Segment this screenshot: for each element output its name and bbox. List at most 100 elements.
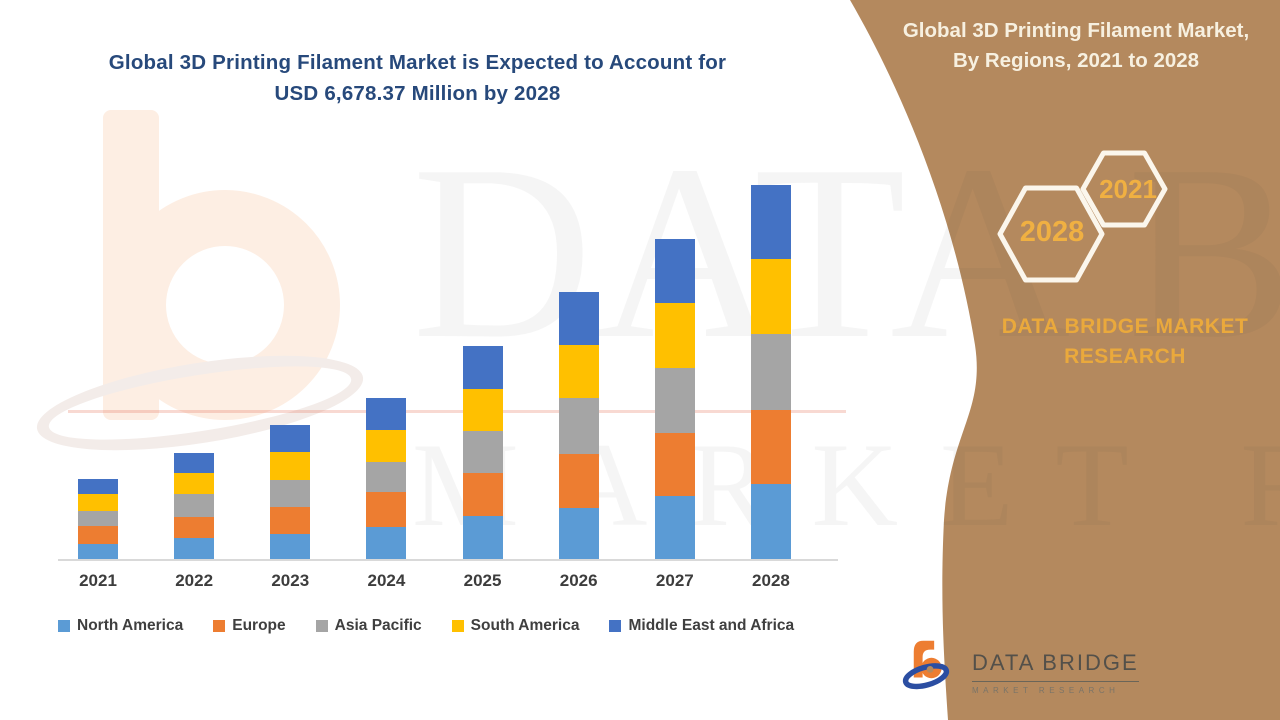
legend-item-europe: Europe: [213, 617, 286, 635]
bar-segment-middle-east-and-africa-2026: [558, 292, 599, 346]
hexagon-2021: [1080, 150, 1168, 228]
watermark-data-bridge: DATA BRIDGE: [412, 114, 1280, 391]
logo-watermark: [30, 95, 390, 469]
footer-logo-name: DATA BRIDGE: [972, 650, 1139, 682]
bar-2024: [366, 398, 407, 559]
legend-label: Asia Pacific: [334, 617, 422, 634]
bar-segment-middle-east-and-africa-2025: [462, 345, 503, 389]
bar-segment-asia-pacific-2025: [462, 430, 503, 474]
bar-segment-asia-pacific-2026: [558, 398, 599, 454]
bar-segment-middle-east-and-africa-2024: [366, 398, 407, 431]
plot-area: [58, 140, 838, 561]
watermark-line: [68, 410, 846, 413]
bar-segment-north-america-2028: [750, 484, 791, 559]
legend-item-middle-east-and-africa: Middle East and Africa: [609, 617, 794, 635]
bar-segment-europe-2027: [654, 433, 695, 496]
legend-item-asia-pacific: Asia Pacific: [315, 617, 422, 635]
x-axis-label-2021: 2021: [79, 571, 117, 590]
bar-segment-middle-east-and-africa-2028: [750, 185, 791, 260]
x-axis-label-2026: 2026: [559, 571, 598, 590]
bar-segment-asia-pacific-2028: [750, 334, 791, 411]
legend-swatch: [609, 620, 622, 632]
bar-segment-middle-east-and-africa-2021: [78, 479, 118, 495]
legend-item-north-america: North America: [58, 617, 183, 635]
hexagon-2028-label: 2028: [1019, 216, 1085, 248]
bar-2021: [78, 479, 118, 559]
legend-swatch: [58, 620, 70, 632]
legend-label: North America: [77, 617, 184, 634]
bar-segment-europe-2022: [174, 517, 215, 538]
bar-2022: [174, 453, 215, 559]
legend-swatch: [315, 620, 328, 632]
legend: North America Europe Asia Pacific South Ame…: [58, 617, 858, 635]
bar-segment-south-america-2026: [558, 345, 599, 398]
bar-2028: [750, 185, 791, 559]
bar-segment-north-america-2021: [78, 543, 118, 559]
legend-label: Middle East and Africa: [628, 617, 795, 634]
bar-2027: [654, 239, 695, 559]
bar-segment-south-america-2023: [270, 452, 311, 481]
bar-2023: [270, 425, 311, 559]
panel-title-line1: Global 3D Printing Filament Market,: [902, 19, 1250, 42]
legend-label: Europe: [232, 617, 286, 634]
bar-segment-middle-east-and-africa-2027: [654, 239, 695, 303]
x-axis-label-2027: 2027: [655, 571, 694, 590]
x-axis-labels: 2021 2022 2023 2024 2025 2026 2027 2028: [58, 571, 838, 595]
bar-segment-north-america-2026: [558, 508, 599, 559]
x-axis-label-2025: 2025: [463, 571, 502, 590]
brand-line1: DATA BRIDGE MARKET: [1001, 315, 1249, 338]
chart-title: Global 3D Printing Filament Market is Ex…: [40, 47, 795, 109]
x-axis-label-2024: 2024: [367, 571, 406, 590]
chart-title-line1: Global 3D Printing Filament Market is Ex…: [108, 51, 727, 74]
bar-segment-north-america-2025: [462, 516, 503, 559]
bar-segment-south-america-2021: [78, 494, 118, 511]
bar-segment-asia-pacific-2023: [270, 480, 311, 508]
footer-logo: DATA BRIDGE MARKET RESEARCH: [890, 634, 1139, 702]
hexagon-2028: [997, 185, 1105, 283]
bar-segment-south-america-2022: [174, 473, 215, 494]
bar-segment-europe-2021: [78, 526, 118, 544]
legend-swatch: [213, 620, 226, 632]
bar-segment-south-america-2027: [654, 303, 695, 368]
bar-segment-europe-2025: [462, 473, 503, 517]
bar-segment-south-america-2028: [750, 259, 791, 335]
bar-segment-asia-pacific-2024: [366, 462, 407, 493]
bar-segment-asia-pacific-2022: [174, 494, 215, 517]
bar-segment-middle-east-and-africa-2022: [174, 453, 215, 473]
brand-line2: RESEARCH: [1064, 345, 1186, 368]
x-axis-label-2023: 2023: [271, 571, 310, 590]
bar-segment-europe-2028: [750, 410, 791, 484]
legend-item-south-america: South America: [451, 617, 580, 635]
bar-segment-north-america-2027: [654, 496, 695, 559]
bar-segment-asia-pacific-2021: [78, 510, 118, 527]
bar-2025: [462, 345, 503, 559]
logo-swoosh: [902, 663, 950, 690]
logo-b-hole: [926, 665, 934, 673]
bar-segment-north-america-2022: [174, 538, 215, 559]
chart-title-line2: USD 6,678.37 Million by 2028: [274, 82, 561, 105]
panel-title: Global 3D Printing Filament Market, By R…: [880, 16, 1272, 76]
bar-segment-north-america-2024: [366, 527, 407, 559]
panel-title-line2: By Regions, 2021 to 2028: [952, 49, 1200, 72]
bar-2026: [558, 292, 599, 559]
data-bridge-logo-mark: [902, 640, 950, 690]
bar-segment-middle-east-and-africa-2023: [270, 425, 311, 453]
bar-segment-europe-2023: [270, 507, 311, 535]
x-axis-label-2022: 2022: [175, 571, 214, 590]
legend-swatch: [451, 620, 464, 632]
legend-label: South America: [470, 617, 580, 634]
bar-segment-south-america-2025: [462, 388, 503, 431]
bar-segment-south-america-2024: [366, 430, 407, 463]
bar-segment-europe-2024: [366, 492, 407, 528]
footer-logo-tagline: MARKET RESEARCH: [972, 685, 1120, 695]
bar-segment-asia-pacific-2027: [654, 368, 695, 433]
brand-text: DATA BRIDGE MARKET RESEARCH: [985, 312, 1265, 372]
bar-segment-north-america-2023: [270, 534, 311, 559]
hexagon-2021-label: 2021: [1099, 174, 1157, 204]
bar-segment-europe-2026: [558, 454, 599, 508]
watermark-market-research: MARKET RESEARCH: [412, 420, 1280, 550]
footer-logo-text: DATA BRIDGE MARKET RESEARCH: [972, 642, 1139, 695]
x-axis-label-2028: 2028: [752, 571, 790, 590]
